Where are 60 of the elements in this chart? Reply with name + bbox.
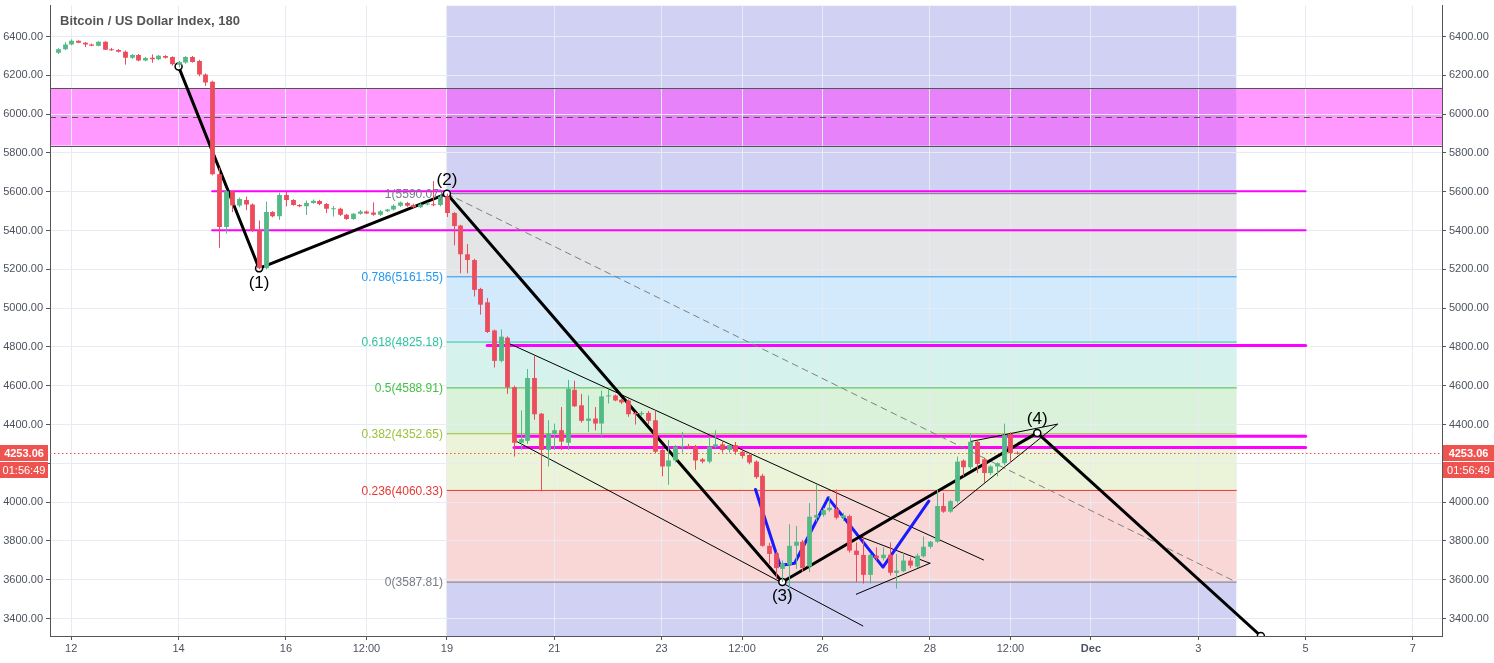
annotation: (4) xyxy=(1026,409,1048,429)
x-tick-label: 21 xyxy=(548,641,561,654)
y-tick-label: 5800.00 xyxy=(3,145,43,158)
y2-tick-label: 4000.00 xyxy=(1449,495,1489,508)
x-tick-label: 16 xyxy=(279,641,293,654)
y-tick-label: 4400.00 xyxy=(3,417,43,430)
y-tick-label: 6400.00 xyxy=(3,29,43,42)
x-tick-label: 12:00 xyxy=(352,641,381,654)
text: 01:56:49 xyxy=(1447,463,1490,476)
y-tick-label: 4800.00 xyxy=(3,339,43,352)
x-tick-label: 23 xyxy=(655,641,668,654)
x-tick-label: 12:00 xyxy=(728,641,756,654)
y-tick-label: 5000.00 xyxy=(3,301,43,314)
x-tick-label: 7 xyxy=(1409,641,1416,654)
y2-tick-label: 6400.00 xyxy=(1449,29,1489,42)
y-tick-label: 6200.00 xyxy=(3,68,43,81)
x-tick-label: 28 xyxy=(923,641,937,654)
y2-tick-label: 4600.00 xyxy=(1449,378,1489,391)
y-tick-label: 5600.00 xyxy=(3,184,43,197)
y2-tick-label: 5600.00 xyxy=(1449,184,1489,197)
x-tick-label: 3 xyxy=(1195,641,1202,654)
x-tick-label: 26 xyxy=(816,641,829,654)
y2-tick-label: 5400.00 xyxy=(1449,223,1489,236)
y2-tick-label: 5000.00 xyxy=(1449,301,1489,314)
y2-tick-label: 4400.00 xyxy=(1449,417,1489,430)
ref-line-label: 4253.06 xyxy=(4,446,44,459)
y2-tick-label: 3400.00 xyxy=(1449,611,1489,624)
series-label: 0.382(4352.65) xyxy=(361,427,443,442)
y-tick-label: 5200.00 xyxy=(3,262,43,275)
series-label: 0.236(4060.33) xyxy=(361,483,443,498)
text: Bitcoin / US Dollar Index, 180 xyxy=(60,13,240,29)
y-tick-label: 3400.00 xyxy=(3,611,43,624)
annotation: (2) xyxy=(436,169,458,189)
y2-tick-label: 3600.00 xyxy=(1449,572,1489,585)
y2-tick-label: 4800.00 xyxy=(1449,339,1489,352)
x-tick-label: 5 xyxy=(1302,641,1309,654)
y2-tick-label: 6200.00 xyxy=(1449,68,1489,81)
y-tick-label: 4000.00 xyxy=(3,495,43,508)
y-tick-label: 6000.00 xyxy=(3,107,43,120)
y-tick-label: 3800.00 xyxy=(3,533,43,546)
y2-tick-label: 5800.00 xyxy=(1449,145,1489,158)
y2-tick-label: 3800.00 xyxy=(1449,533,1489,546)
x-tick-label: 19 xyxy=(440,641,454,654)
y-tick-label: 5400.00 xyxy=(3,223,43,236)
series-label: 0(3587.81) xyxy=(384,575,443,590)
x-tick-label: Dec xyxy=(1080,641,1102,654)
annotation: (3) xyxy=(771,586,793,606)
y2-tick-label: 5200.00 xyxy=(1449,262,1489,275)
series-label: 0.5(4588.91) xyxy=(374,381,443,396)
y-tick-label: 4600.00 xyxy=(3,378,43,391)
y2-tick-label: 6000.00 xyxy=(1449,107,1489,120)
x-tick-label: 14 xyxy=(172,641,185,654)
text: 01:56:49 xyxy=(2,463,46,476)
series-label: 0.786(5161.55) xyxy=(361,270,443,285)
annotation: (1) xyxy=(248,272,270,292)
y-tick-label: 3600.00 xyxy=(3,572,43,585)
text: 4253.06 xyxy=(1448,446,1489,459)
x-tick-label: 12 xyxy=(65,641,78,654)
series-label: 0.618(4825.18) xyxy=(361,335,443,350)
x-tick-label: 12:00 xyxy=(996,641,1025,654)
